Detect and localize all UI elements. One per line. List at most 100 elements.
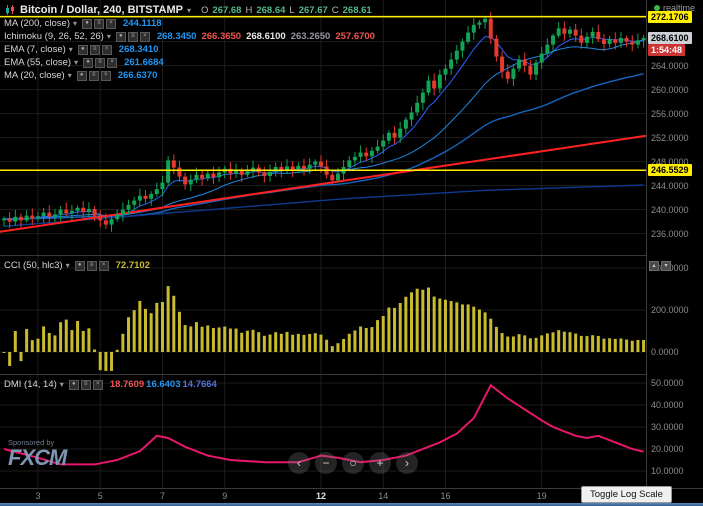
- scroll-right-button[interactable]: ›: [396, 452, 418, 474]
- bar-countdown-badge: 1:54:48: [648, 44, 686, 57]
- price-tick-label: 236.0000: [651, 228, 689, 239]
- chevron-down-icon[interactable]: ▾: [74, 58, 79, 67]
- chevron-down-icon[interactable]: ▾: [68, 45, 73, 54]
- remove-icon[interactable]: ×: [98, 260, 109, 271]
- indicator-value: 268.3410: [118, 44, 159, 55]
- price-tick-label: 248.0000: [651, 156, 689, 167]
- time-axis-label: 7: [159, 491, 165, 501]
- dmi-tick-label: 40.0000: [651, 400, 684, 410]
- time-axis-label: 19: [536, 491, 547, 501]
- ohlc-close-label: C: [331, 4, 339, 16]
- remove-icon[interactable]: ×: [101, 44, 112, 55]
- zoom-in-button[interactable]: +: [369, 452, 391, 474]
- indicator-value: 257.6700: [335, 31, 375, 42]
- indicator-legend-row: EMA (55, close) ▾ ● ≡ × 261.6684: [4, 56, 375, 69]
- settings-icon[interactable]: ≡: [88, 70, 99, 81]
- chevron-down-icon[interactable]: ▾: [187, 5, 192, 15]
- indicator-value: 244.1118: [123, 18, 162, 29]
- eye-icon[interactable]: ●: [77, 44, 88, 55]
- chevron-down-icon[interactable]: ▾: [67, 71, 72, 80]
- price-scale[interactable]: 236.0000 240.0000 244.0000 248.0000 252.0000…: [646, 0, 703, 488]
- time-axis[interactable]: 3 5 7 9 12 14 16 19: [0, 488, 703, 504]
- last-price-badge: 268.6100: [648, 31, 692, 44]
- indicator-value: 268.3450: [156, 31, 197, 42]
- fxcm-logo[interactable]: FXCM: [8, 445, 67, 470]
- remove-icon[interactable]: ×: [139, 31, 150, 42]
- eye-icon[interactable]: ●: [68, 379, 79, 390]
- ohlc-open-label: O: [201, 4, 209, 16]
- eye-icon[interactable]: ●: [115, 31, 126, 42]
- chart-nav-controls: ‹ − ○ + ›: [288, 452, 418, 474]
- reset-view-button[interactable]: ○: [342, 452, 364, 474]
- ohlc-close-value: 268.61: [342, 4, 372, 16]
- ohlc-readout: O 267.68 H 268.64 L 267.67 C 268.61: [201, 5, 372, 16]
- ohlc-low-label: L: [289, 4, 295, 16]
- cci-indicator-name[interactable]: CCI (50, hlc3): [4, 260, 63, 271]
- price-tick-label: 252.0000: [651, 132, 689, 143]
- indicator-value: 18.7609: [109, 379, 145, 390]
- eye-icon[interactable]: ●: [83, 57, 94, 68]
- realtime-label: realtime: [662, 3, 695, 13]
- realtime-status: realtime: [653, 3, 695, 13]
- upper-level-price-badge: 272.1706: [648, 10, 692, 23]
- dmi-tick-label: 20.0000: [651, 444, 684, 454]
- sponsor-prefix: Sponsored by: [8, 438, 55, 447]
- time-axis-label: 12: [315, 491, 326, 501]
- settings-icon[interactable]: ≡: [86, 260, 97, 271]
- indicator-name[interactable]: EMA (55, close): [4, 57, 72, 68]
- remove-icon[interactable]: ×: [106, 18, 117, 29]
- price-tick-label: 260.0000: [651, 84, 689, 95]
- cci-legend-row: CCI (50, hlc3) ▾ ● ≡ × 72.7102: [4, 259, 150, 272]
- indicator-value: 268.6100: [246, 31, 286, 42]
- ohlc-high-value: 268.64: [256, 4, 286, 16]
- dmi-tick-label: 50.0000: [651, 378, 684, 388]
- panel-controls: ▴ ▾: [649, 261, 671, 271]
- dmi-indicator-name[interactable]: DMI (14, 14): [4, 379, 57, 390]
- remove-icon[interactable]: ×: [92, 379, 103, 390]
- dmi-tick-label: 10.0000: [651, 466, 684, 476]
- settings-icon[interactable]: ≡: [94, 18, 105, 29]
- indicator-name[interactable]: Ichimoku (9, 26, 52, 26): [4, 31, 104, 42]
- indicator-name[interactable]: MA (20, close): [4, 70, 65, 81]
- settings-icon[interactable]: ≡: [95, 57, 106, 68]
- chevron-down-icon[interactable]: ▾: [59, 380, 64, 389]
- settings-icon[interactable]: ≡: [80, 379, 91, 390]
- scroll-left-button[interactable]: ‹: [288, 452, 310, 474]
- dmi-tick-label: 30.0000: [651, 422, 684, 432]
- toggle-log-scale-button[interactable]: Toggle Log Scale: [581, 486, 672, 503]
- remove-icon[interactable]: ×: [100, 70, 111, 81]
- eye-icon[interactable]: ●: [82, 18, 93, 29]
- panel-expand-button[interactable]: ▾: [661, 261, 671, 271]
- indicator-legend-row: EMA (7, close) ▾ ● ≡ × 268.3410: [4, 43, 375, 56]
- chart-legend: Bitcoin / Dollar, 240, BITSTAMP ▾ O 267.…: [4, 3, 375, 82]
- indicator-value: 72.7102: [115, 260, 150, 271]
- ohlc-open-value: 267.68: [212, 4, 242, 16]
- panel-collapse-button[interactable]: ▴: [649, 261, 659, 271]
- time-axis-label: 9: [222, 491, 228, 501]
- indicator-name[interactable]: MA (200, close): [4, 18, 70, 29]
- time-axis-label: 14: [378, 491, 389, 501]
- settings-icon[interactable]: ≡: [89, 44, 100, 55]
- time-axis-label: 16: [440, 491, 451, 501]
- time-axis-label: 5: [97, 491, 103, 501]
- indicator-name[interactable]: EMA (7, close): [4, 44, 66, 55]
- chevron-down-icon[interactable]: ▾: [65, 261, 70, 270]
- chevron-down-icon[interactable]: ▾: [73, 19, 78, 28]
- remove-icon[interactable]: ×: [107, 57, 118, 68]
- indicator-legend-row: Ichimoku (9, 26, 52, 26) ▾ ● ≡ × 268.3450 266.…: [4, 30, 375, 43]
- indicator-legend-list: MA (200, close) ▾ ● ≡ × 244.1118 Ichimoku (9, …: [4, 17, 375, 82]
- ohlc-high-label: H: [245, 4, 253, 16]
- settings-icon[interactable]: ≡: [127, 31, 138, 42]
- eye-icon[interactable]: ●: [74, 260, 85, 271]
- indicator-legend-row: MA (200, close) ▾ ● ≡ × 244.1118: [4, 17, 375, 30]
- symbol-icon: [6, 5, 14, 15]
- bottom-edge-bar: [0, 503, 703, 506]
- indicator-value: 16.6403: [146, 379, 181, 390]
- chevron-down-icon[interactable]: ▾: [106, 32, 111, 41]
- cci-tick-label: 200.0000: [651, 305, 689, 315]
- dmi-legend-row: DMI (14, 14) ▾ ● ≡ × 18.7609 16.6403 14.7664: [4, 378, 217, 391]
- symbol-title[interactable]: Bitcoin / Dollar, 240, BITSTAMP: [20, 4, 183, 16]
- zoom-out-button[interactable]: −: [315, 452, 337, 474]
- eye-icon[interactable]: ●: [76, 70, 87, 81]
